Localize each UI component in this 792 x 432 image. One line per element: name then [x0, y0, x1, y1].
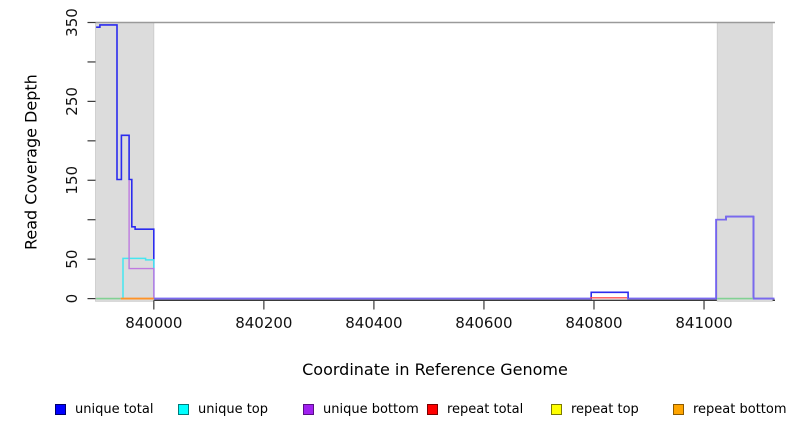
legend-item-unique-top: unique top — [178, 400, 268, 418]
repeat-top-swatch-icon — [551, 403, 562, 415]
repeat-total-swatch-icon — [427, 403, 438, 415]
x-tick-label: 841000 — [675, 314, 732, 332]
y-axis-title: Read Coverage Depth — [21, 74, 41, 251]
legend-label: unique total — [75, 401, 154, 417]
chart-canvas: 840000 840200 840400 840600 840800 841000 0 50 1… — [63, 8, 775, 332]
legend-item-unique-total: unique total — [55, 400, 153, 418]
y-tick-label: 150 — [63, 166, 81, 195]
y-tick-label: 0 — [63, 294, 81, 304]
unique-total-swatch-icon — [55, 403, 66, 415]
y-tick-label: 350 — [63, 8, 81, 37]
y-tick-label: 50 — [63, 250, 81, 269]
x-axis-title: Coordinate in Reference Genome — [302, 360, 568, 379]
repeat-bottom-swatch-icon — [673, 403, 684, 415]
legend-label: repeat bottom — [693, 401, 787, 417]
series-unique-total-bottom-overlap-baseline — [715, 215, 775, 300]
x-tick-label: 840800 — [565, 314, 622, 332]
x-tick-label: 840000 — [125, 314, 182, 332]
x-tick-label: 840200 — [235, 314, 292, 332]
legend-item-repeat-top: repeat top — [551, 400, 639, 418]
legend-item-repeat-bottom: repeat bottom — [673, 400, 787, 418]
shaded-region — [95, 22, 155, 302]
legend-item-unique-bottom: unique bottom — [303, 400, 419, 418]
legend: unique total unique top unique bottom re… — [0, 400, 792, 426]
legend-label: unique bottom — [323, 401, 419, 417]
unique-top-swatch-icon — [178, 403, 189, 415]
legend-label: repeat total — [447, 401, 524, 417]
legend-label: unique top — [198, 401, 269, 417]
x-tick-label: 840600 — [455, 314, 512, 332]
series-unique-top — [122, 257, 155, 299]
shaded-region — [716, 22, 773, 302]
unique-bottom-swatch-icon — [303, 403, 314, 415]
x-tick-label: 840400 — [345, 314, 402, 332]
y-tick-label: 250 — [63, 87, 81, 116]
series-unique-total — [96, 24, 775, 300]
legend-item-repeat-total: repeat total — [427, 400, 523, 418]
series-unique-bottom — [128, 180, 155, 299]
legend-label: repeat top — [571, 401, 639, 417]
